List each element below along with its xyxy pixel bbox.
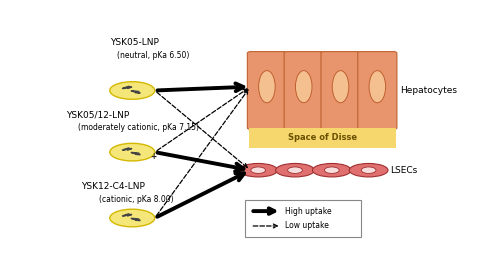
Text: Hepatocytes: Hepatocytes <box>400 86 458 95</box>
Text: YSK05/12-LNP: YSK05/12-LNP <box>66 110 129 120</box>
Ellipse shape <box>110 143 154 161</box>
Text: YSK05-LNP: YSK05-LNP <box>110 38 158 47</box>
Bar <box>248 128 396 148</box>
Text: YSK12-C4-LNP: YSK12-C4-LNP <box>81 182 145 191</box>
Text: Low uptake: Low uptake <box>286 221 329 230</box>
FancyBboxPatch shape <box>284 52 324 129</box>
FancyBboxPatch shape <box>248 52 286 129</box>
Ellipse shape <box>332 71 349 103</box>
Ellipse shape <box>251 167 266 173</box>
Ellipse shape <box>296 71 312 103</box>
Text: (neutral, pKa 6.50): (neutral, pKa 6.50) <box>117 51 189 60</box>
Bar <box>244 200 361 237</box>
Text: Space of Disse: Space of Disse <box>288 133 356 142</box>
Ellipse shape <box>239 163 278 177</box>
Text: LSECs: LSECs <box>390 166 417 175</box>
Text: +: + <box>150 152 156 161</box>
Ellipse shape <box>362 167 376 173</box>
Ellipse shape <box>312 163 351 177</box>
Text: (moderately cationic, pKa 7.15): (moderately cationic, pKa 7.15) <box>78 123 199 132</box>
Ellipse shape <box>324 167 339 173</box>
Ellipse shape <box>288 167 302 173</box>
FancyBboxPatch shape <box>321 52 360 129</box>
Ellipse shape <box>369 71 386 103</box>
FancyBboxPatch shape <box>358 52 397 129</box>
Ellipse shape <box>110 82 154 99</box>
Text: High uptake: High uptake <box>286 207 332 216</box>
Ellipse shape <box>110 209 154 227</box>
Ellipse shape <box>349 163 388 177</box>
Text: (cationic, pKa 8.00): (cationic, pKa 8.00) <box>100 195 174 204</box>
Ellipse shape <box>276 163 314 177</box>
Ellipse shape <box>258 71 275 103</box>
